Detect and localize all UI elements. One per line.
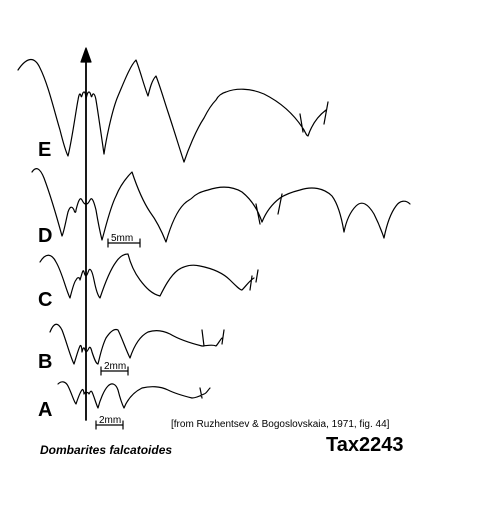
scale-label-5mm: 5mm (111, 233, 134, 244)
suture-line-c (39, 253, 259, 299)
venter-arrow (80, 47, 92, 421)
stage-label-e: E (38, 139, 52, 161)
scale-bar-2mm-a (95, 420, 124, 430)
scale-bar-5mm (107, 238, 141, 248)
suture-line-b (49, 323, 225, 365)
stage-label-b: B (38, 351, 53, 373)
stage-label-c: C (38, 289, 53, 311)
suture-line-d (31, 168, 411, 243)
source-citation: [from Ruzhentsev & Bogoslovskaia, 1971, … (171, 419, 390, 430)
species-name: Dombarites falcatoides (40, 443, 173, 457)
scale-label-2mm-b: 2mm (104, 361, 127, 372)
scale-bar-2mm-b (100, 366, 129, 376)
taxon-id: Tax2243 (326, 434, 404, 456)
stage-label-a: A (38, 399, 53, 421)
stage-label-d: D (38, 225, 53, 247)
suture-line-a (57, 381, 211, 409)
suture-line-e (17, 59, 329, 163)
scale-label-2mm-a: 2mm (99, 415, 122, 426)
